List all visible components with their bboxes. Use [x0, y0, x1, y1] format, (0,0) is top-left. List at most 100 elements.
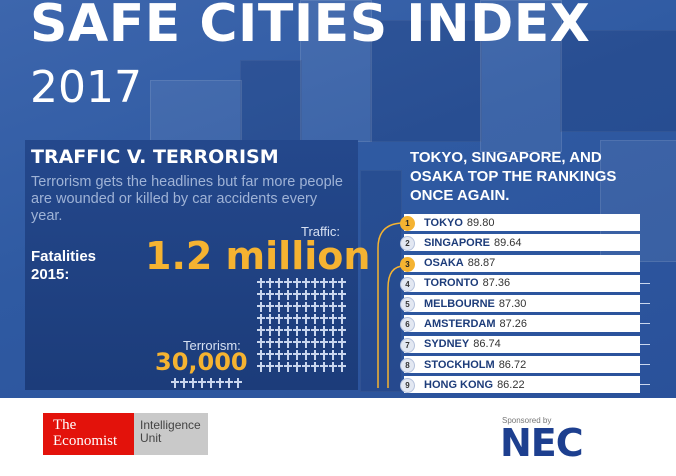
- grave-cross-icon: [198, 378, 206, 388]
- grave-cross-icon: [320, 362, 328, 372]
- grave-cross-icon: [293, 350, 301, 360]
- grave-cross-icon: [338, 290, 346, 300]
- ranking-city: OSAKA: [424, 257, 464, 270]
- grave-cross-icon: [266, 362, 274, 372]
- ranking-row: 6 AMSTERDAM 87.26: [400, 315, 650, 333]
- grave-cross-icon: [266, 278, 274, 288]
- ranking-city: MELBOURNE: [424, 297, 495, 310]
- grave-cross-icon: [275, 362, 283, 372]
- row-tick: [640, 364, 650, 366]
- grave-cross-icon: [329, 302, 337, 312]
- city-building: [300, 0, 372, 142]
- city-building: [370, 20, 482, 142]
- ranking-city: HONG KONG: [424, 378, 494, 391]
- city-building: [480, 0, 562, 152]
- grave-cross-icon: [338, 302, 346, 312]
- grave-cross-icon: [275, 290, 283, 300]
- hero-banner: SAFE CITIES INDEX 2017 TRAFFIC V. TERROR…: [0, 0, 676, 398]
- ranking-row: 2 SINGAPORE 89.64: [400, 234, 640, 252]
- grave-cross-icon: [234, 378, 242, 388]
- rank-number-badge: 6: [400, 317, 415, 333]
- intelligence-unit-line1: Intelligence: [140, 418, 201, 432]
- city-building: [240, 60, 302, 152]
- grave-cross-icon: [302, 350, 310, 360]
- grave-cross-icon: [257, 326, 265, 336]
- terrorism-label: Terrorism:: [183, 338, 241, 353]
- grave-cross-icon: [311, 326, 319, 336]
- ranking-score: 87.36: [482, 277, 511, 290]
- ranking-score: 89.64: [494, 236, 522, 249]
- row-tick: [640, 282, 650, 284]
- grave-cross-icon: [266, 350, 274, 360]
- row-tick: [640, 343, 650, 345]
- grave-cross-icon: [329, 326, 337, 336]
- grave-cross-icon: [302, 314, 310, 324]
- grave-cross-icon: [207, 378, 215, 388]
- grave-cross-icon: [257, 314, 265, 324]
- grave-cross-icon: [293, 302, 301, 312]
- traffic-graves-icon-grid: [257, 278, 347, 374]
- ranking-city: SYDNEY: [424, 338, 470, 351]
- grave-cross-icon: [329, 290, 337, 300]
- grave-cross-icon: [302, 326, 310, 336]
- traffic-terrorism-panel: TRAFFIC V. TERRORISM Terrorism gets the …: [25, 140, 370, 390]
- grave-cross-icon: [338, 278, 346, 288]
- traffic-label: Traffic:: [300, 224, 340, 239]
- grave-cross-icon: [329, 314, 337, 324]
- grave-cross-icon: [293, 362, 301, 372]
- grave-cross-icon: [225, 378, 233, 388]
- grave-cross-icon: [275, 326, 283, 336]
- grave-cross-icon: [302, 290, 310, 300]
- grave-cross-icon: [293, 338, 301, 348]
- grave-cross-icon: [329, 362, 337, 372]
- ranking-score: 86.22: [497, 378, 525, 391]
- rank-number-badge: 4: [400, 276, 415, 292]
- grave-cross-icon: [311, 338, 319, 348]
- grave-cross-icon: [302, 278, 310, 288]
- grave-cross-icon: [293, 278, 301, 288]
- grave-cross-icon: [311, 362, 319, 372]
- ranking-score: 87.30: [498, 297, 527, 310]
- grave-cross-icon: [293, 290, 301, 300]
- terrorism-value: 30,000: [155, 348, 248, 376]
- grave-cross-icon: [284, 290, 292, 300]
- grave-cross-icon: [275, 302, 283, 312]
- grave-cross-icon: [311, 314, 319, 324]
- grave-cross-icon: [257, 278, 265, 288]
- grave-cross-icon: [266, 326, 274, 336]
- rankings-list: 1 TOKYO 89.80 2 SINGAPORE 89.64 3 OSAKA 88.87 4 TO…: [400, 214, 650, 397]
- grave-cross-icon: [275, 314, 283, 324]
- ranking-score: 89.80: [466, 216, 495, 229]
- ranking-city: AMSTERDAM: [424, 317, 496, 330]
- grave-cross-icon: [284, 338, 292, 348]
- grave-cross-icon: [329, 350, 337, 360]
- grave-cross-icon: [275, 338, 283, 348]
- rank-number-badge: 7: [400, 337, 415, 353]
- ranking-row: 8 STOCKHOLM 86.72: [400, 356, 650, 374]
- grave-cross-icon: [284, 326, 292, 336]
- rank-number-badge: 5: [400, 297, 415, 313]
- grave-cross-icon: [320, 350, 328, 360]
- grave-cross-icon: [284, 278, 292, 288]
- grave-cross-icon: [275, 278, 283, 288]
- page-title: SAFE CITIES INDEX: [30, 0, 591, 54]
- grave-cross-icon: [302, 362, 310, 372]
- grave-cross-icon: [284, 350, 292, 360]
- ranking-score: 88.87: [467, 257, 496, 270]
- grave-cross-icon: [320, 278, 328, 288]
- grave-cross-icon: [180, 378, 188, 388]
- grave-cross-icon: [320, 290, 328, 300]
- ranking-city: STOCKHOLM: [424, 358, 495, 371]
- ranking-connector-lines: [377, 222, 404, 388]
- ranking-city: TOKYO: [424, 216, 463, 229]
- grave-cross-icon: [311, 350, 319, 360]
- grave-cross-icon: [329, 338, 337, 348]
- fatalities-label: Fatalities 2015:: [31, 248, 97, 283]
- grave-cross-icon: [311, 278, 319, 288]
- rank-number-badge: 8: [400, 358, 415, 374]
- grave-cross-icon: [189, 378, 197, 388]
- grave-cross-icon: [311, 302, 319, 312]
- rank-number-badge: 1: [400, 216, 415, 231]
- rank-number-badge: 9: [400, 378, 415, 394]
- sponsored-by-label: Sponsored by: [502, 416, 552, 425]
